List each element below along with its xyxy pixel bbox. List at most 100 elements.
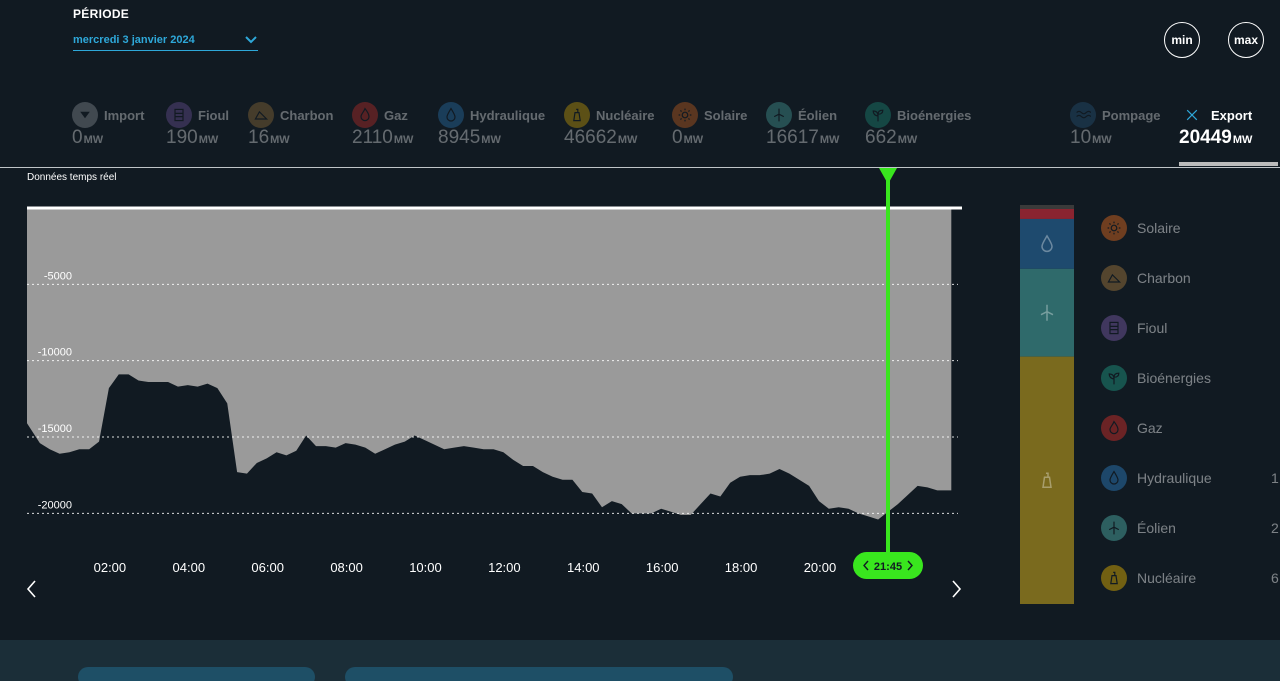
legend-item[interactable]: Hydraulique 1 (1101, 465, 1279, 491)
min-button[interactable]: min (1164, 22, 1200, 58)
sun-icon (672, 102, 698, 128)
sprout-icon (865, 102, 891, 128)
coal-icon (1107, 273, 1122, 283)
oil-barrel-icon (1101, 315, 1127, 341)
coal-icon (254, 110, 269, 120)
legend-item[interactable]: Bioénergies (1101, 365, 1211, 391)
source-eolien[interactable]: Éolien 16617MW (766, 101, 839, 149)
legend-item[interactable]: Éolien 2 (1101, 515, 1279, 541)
previous-arrow-icon[interactable] (24, 578, 38, 600)
source-value: 16617MW (766, 127, 840, 148)
legend-item[interactable]: Fioul (1101, 315, 1167, 341)
legend-item[interactable]: Solaire (1101, 215, 1181, 241)
wind-turbine-icon (1101, 515, 1127, 541)
stack-segment (1020, 356, 1074, 604)
nuclear-plant-icon (1042, 472, 1052, 489)
source-export[interactable]: Export 20449MW (1179, 101, 1252, 149)
source-value: 0MW (672, 127, 704, 148)
source-bioenergies[interactable]: Bioénergies 662MW (865, 101, 971, 149)
x-tick-label: 12:00 (488, 560, 521, 575)
legend-value: 2 (1271, 520, 1279, 536)
flame-icon (1109, 420, 1119, 435)
source-value: 190MW (166, 127, 219, 148)
oil-barrel-icon (166, 102, 192, 128)
source-value: 46662MW (564, 127, 638, 148)
bottom-tab-1[interactable] (78, 667, 315, 681)
date-value: mercredi 3 janvier 2024 (73, 33, 195, 46)
export-area-chart: -5000 -10000 -15000 -20000 02:00 04:00 06:00 08… (27, 168, 962, 579)
next-arrow-icon[interactable] (950, 578, 964, 600)
energy-source-bar: Import 0MW Fioul 190MW Charbon 16MW Gaz 2110MW H… (0, 101, 1280, 168)
stack-segment (1020, 218, 1074, 269)
nuclear-plant-icon (1110, 571, 1118, 585)
source-pompage[interactable]: Pompage 10MW (1070, 101, 1161, 149)
legend-label: Charbon (1137, 270, 1191, 286)
divider (0, 167, 1280, 168)
source-nucleaire[interactable]: Nucléaire 46662MW (564, 101, 655, 149)
cursor-handle-icon[interactable] (879, 168, 897, 184)
source-value: 8945MW (438, 127, 501, 148)
legend-item[interactable]: Nucléaire 6 (1101, 565, 1279, 591)
realtime-label: Données temps réel (27, 172, 117, 183)
x-tick-label: 08:00 (330, 560, 363, 575)
legend-label: Éolien (1137, 520, 1176, 536)
production-stack-bar (1020, 205, 1074, 604)
source-name: Import (104, 107, 145, 123)
source-fioul[interactable]: Fioul 190MW (166, 101, 229, 149)
source-name: Hydraulique (470, 107, 546, 123)
chevron-down-icon (245, 35, 257, 43)
coal-icon (248, 102, 274, 128)
source-value: 0MW (72, 127, 104, 148)
source-hydraulique[interactable]: Hydraulique 8945MW (438, 101, 545, 149)
wind-turbine-icon (773, 108, 785, 122)
max-button[interactable]: max (1228, 22, 1264, 58)
source-charbon[interactable]: Charbon 16MW (248, 101, 333, 149)
source-name: Pompage (1102, 107, 1161, 123)
period-label: PÉRIODE (73, 7, 130, 21)
chevron-left-icon (863, 560, 869, 571)
legend-label: Gaz (1137, 420, 1163, 436)
chevron-down-icon (80, 111, 90, 119)
legend-item[interactable]: Charbon (1101, 265, 1191, 291)
x-tick-label: 10:00 (409, 560, 442, 575)
source-import[interactable]: Import 0MW (72, 101, 144, 149)
x-tick-label: 14:00 (567, 560, 600, 575)
legend-item[interactable]: Gaz (1101, 415, 1163, 441)
x-tick-label: 18:00 (725, 560, 758, 575)
source-solaire[interactable]: Solaire 0MW (672, 101, 747, 149)
water-drop-icon (1041, 234, 1053, 253)
x-tick-label: 16:00 (646, 560, 679, 575)
date-dropdown[interactable]: mercredi 3 janvier 2024 (73, 29, 258, 51)
sprout-icon (1108, 372, 1120, 385)
source-gaz[interactable]: Gaz 2110MW (352, 101, 413, 149)
source-value: 10MW (1070, 127, 1112, 148)
source-value: 662MW (865, 127, 918, 148)
stack-top (1020, 205, 1074, 209)
legend-value: 1 (1271, 470, 1279, 486)
source-name: Fioul (198, 107, 230, 123)
wind-turbine-icon (1108, 521, 1120, 535)
sprout-icon (872, 109, 884, 122)
nuclear-plant-icon (564, 102, 590, 128)
water-drop-icon (446, 107, 456, 122)
close-icon (1179, 102, 1205, 128)
source-value: 16MW (248, 127, 290, 148)
cursor-time-badge[interactable]: 21:45 (853, 552, 923, 579)
x-tick-label: 20:00 (804, 560, 837, 575)
nuclear-plant-icon (1101, 565, 1127, 591)
nuclear-plant-icon (573, 108, 581, 122)
legend-label: Bioénergies (1137, 370, 1211, 386)
chevron-right-icon (907, 560, 913, 571)
x-tick-label: 02:00 (94, 560, 127, 575)
bottom-tab-2[interactable] (345, 667, 733, 681)
waves-icon (1070, 102, 1096, 128)
y-tick-label: -15000 (38, 423, 72, 435)
legend-value: 6 (1271, 570, 1279, 586)
legend-label: Nucléaire (1137, 570, 1197, 586)
coal-icon (1101, 265, 1127, 291)
sun-icon (1101, 215, 1127, 241)
close-icon (1186, 109, 1198, 121)
x-tick-label: 06:00 (251, 560, 284, 575)
source-name: Bioénergies (897, 107, 972, 123)
water-drop-icon (1041, 234, 1053, 253)
